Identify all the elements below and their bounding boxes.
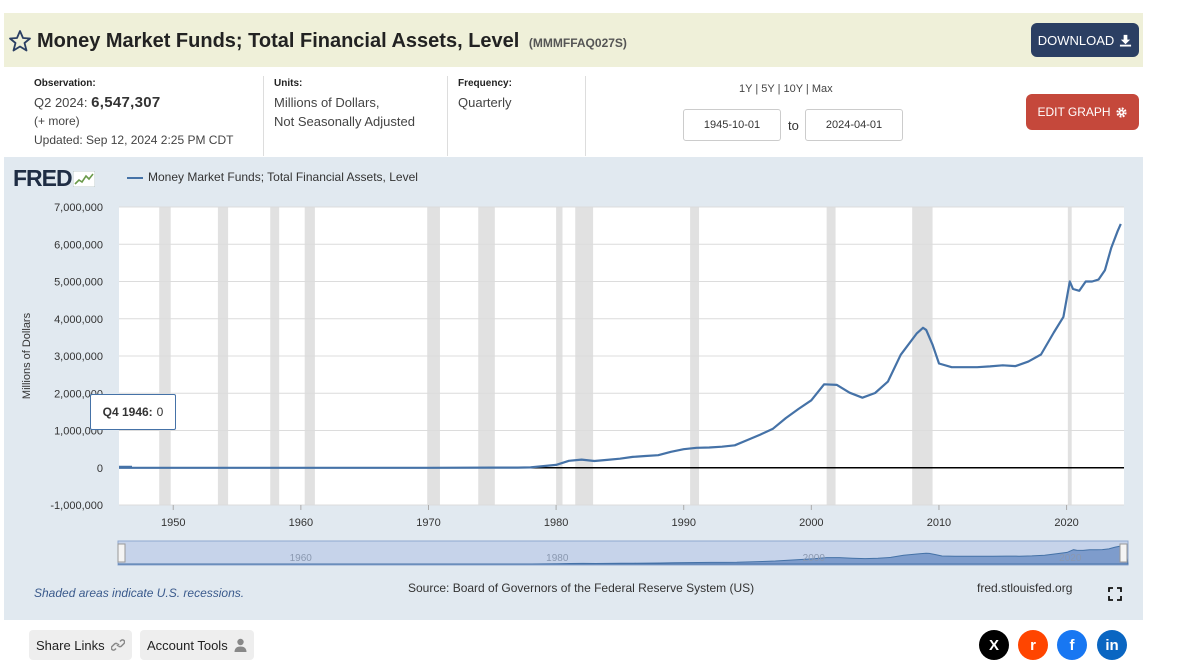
edit-graph-button[interactable]: EDIT GRAPH: [1026, 94, 1139, 130]
x-tick-label: 2020: [1054, 517, 1078, 529]
share-links-button[interactable]: Share Links: [29, 630, 132, 660]
gear-icon: [1115, 106, 1127, 118]
y-tick-label: -1,000,000: [50, 500, 103, 512]
title-bar: [4, 13, 1143, 67]
navigator-handle: [117, 543, 126, 563]
navigator-tick-label: 2020: [1059, 553, 1082, 564]
x-tick-label: 2000: [799, 517, 823, 529]
fred-logo: FRED: [13, 165, 95, 192]
download-label: DOWNLOAD: [1037, 32, 1115, 48]
y-tick-label: 4,000,000: [54, 314, 103, 326]
units-label: Units:: [274, 78, 303, 89]
observation-block: Observation: Q2 2024: 6,547,307 (+ more)…: [34, 78, 233, 150]
x-share-icon[interactable]: X: [979, 630, 1009, 660]
series-line: [119, 223, 1122, 469]
range-10y[interactable]: 10Y: [783, 83, 803, 95]
site-url[interactable]: fred.stlouisfed.org: [977, 581, 1073, 595]
range-max[interactable]: Max: [811, 83, 833, 95]
account-tools-button[interactable]: Account Tools: [140, 630, 254, 660]
end-date-input[interactable]: 2024-04-01: [805, 109, 903, 141]
x-tick-label: 2010: [927, 517, 951, 529]
navigator-tick-label: 2000: [803, 553, 826, 564]
navigator-tick-label: 1960: [290, 553, 313, 564]
legend-label[interactable]: Money Market Funds; Total Financial Asse…: [148, 170, 418, 184]
user-icon: [234, 638, 247, 652]
range-links: 1Y | 5Y | 10Y | Max: [739, 83, 833, 95]
facebook-share-icon[interactable]: f: [1057, 630, 1087, 660]
tooltip-value: 0: [156, 405, 164, 419]
range-1y[interactable]: 1Y: [739, 83, 753, 95]
chart-tooltip: Q4 1946: 0: [90, 394, 176, 430]
observation-value: 6,547,307: [91, 94, 161, 111]
y-axis-label: Millions of Dollars: [21, 312, 33, 399]
range-5y[interactable]: 5Y: [761, 83, 775, 95]
observation-label: Observation:: [34, 78, 96, 89]
legend-swatch: [127, 177, 143, 179]
fullscreen-icon[interactable]: [1108, 587, 1122, 601]
observation-period: Q2 2024:: [34, 95, 88, 110]
y-tick-label: 5,000,000: [54, 277, 103, 289]
frequency-label: Frequency:: [458, 78, 512, 89]
x-tick-label: 1950: [161, 517, 185, 529]
download-icon: [1120, 34, 1132, 47]
units-block: Units: Millions of Dollars, Not Seasonal…: [274, 78, 415, 131]
navigator-series: [118, 544, 1129, 565]
edit-graph-label: EDIT GRAPH: [1037, 105, 1111, 119]
series-id: (MMMFFAQ027S): [528, 36, 627, 50]
download-button[interactable]: DOWNLOAD: [1031, 23, 1139, 57]
linkedin-share-icon[interactable]: in: [1097, 630, 1127, 660]
navigator-handle: [1119, 543, 1128, 563]
star-icon[interactable]: [8, 29, 32, 53]
divider: [447, 76, 448, 156]
start-date-input[interactable]: 1945-10-01: [683, 109, 781, 141]
y-tick-label: 7,000,000: [54, 202, 103, 214]
account-tools-label: Account Tools: [147, 637, 228, 653]
navigator-tick-label: 1980: [546, 553, 569, 564]
series-title: Money Market Funds; Total Financial Asse…: [37, 30, 520, 52]
x-tick-label: 1980: [544, 517, 568, 529]
frequency-block: Frequency: Quarterly: [458, 78, 512, 112]
page-title: Money Market Funds; Total Financial Asse…: [37, 30, 627, 53]
x-tick-label: 1990: [671, 517, 695, 529]
share-links-label: Share Links: [36, 637, 105, 653]
units-line-2: Not Seasonally Adjusted: [274, 114, 415, 129]
updated-date: Updated: Sep 12, 2024 2:25 PM CDT: [34, 133, 234, 147]
tooltip-label: Q4 1946:: [102, 405, 153, 419]
y-tick-label: 3,000,000: [54, 351, 103, 363]
frequency-value: Quarterly: [458, 95, 512, 110]
units-line-1: Millions of Dollars,: [274, 95, 380, 110]
more-link[interactable]: (+ more): [34, 114, 80, 128]
y-tick-label: 6,000,000: [54, 239, 103, 251]
y-tick-label: 0: [97, 463, 103, 475]
source-text: Source: Board of Governors of the Federa…: [408, 581, 755, 595]
link-icon: [110, 639, 125, 651]
divider: [585, 76, 586, 156]
divider: [263, 76, 264, 156]
to-label: to: [788, 118, 799, 133]
recession-note: Shaded areas indicate U.S. recessions.: [34, 586, 245, 600]
x-tick-label: 1960: [289, 517, 313, 529]
reddit-share-icon[interactable]: r: [1018, 630, 1048, 660]
x-tick-label: 1970: [416, 517, 440, 529]
